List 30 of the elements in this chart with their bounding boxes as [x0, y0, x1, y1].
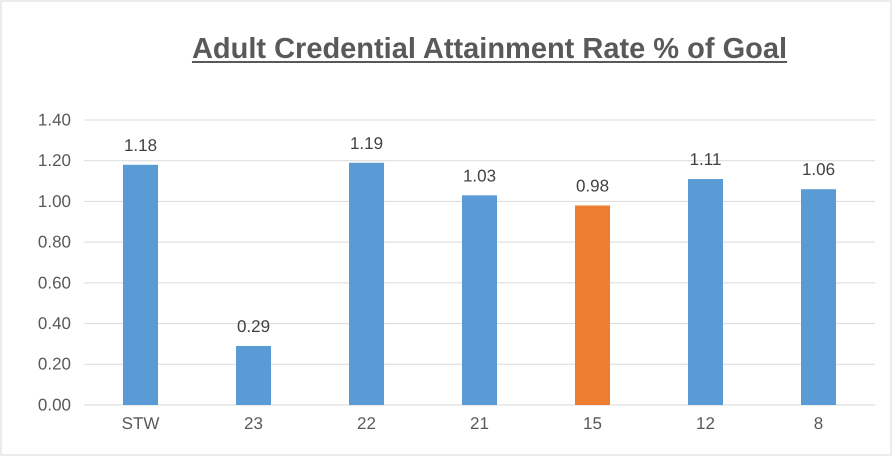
x-tick-label: 8 — [814, 414, 824, 434]
y-tick-label: 0.60 — [38, 273, 71, 292]
data-label: 1.18 — [124, 136, 158, 155]
bar — [688, 179, 724, 405]
bar — [574, 206, 610, 405]
y-tick-label: 1.20 — [38, 151, 71, 170]
y-tick-label: 1.00 — [38, 192, 71, 211]
data-label: 1.19 — [350, 134, 384, 153]
chart-title: Adult Credential Attainment Rate % of Goal — [192, 33, 788, 65]
bar — [800, 189, 836, 405]
data-label: 1.06 — [802, 160, 836, 180]
y-tick-label: 0.00 — [38, 395, 71, 414]
bar — [462, 195, 498, 405]
x-tick-label: 15 — [583, 414, 602, 434]
y-tick-label: 1.40 — [38, 110, 71, 130]
bar — [236, 346, 272, 405]
bar — [348, 162, 384, 405]
x-tick-label: 22 — [357, 414, 376, 434]
y-tick-label: 0.20 — [38, 354, 71, 374]
data-label: 0.98 — [576, 176, 610, 196]
data-label: 1.03 — [462, 166, 496, 186]
data-label: 0.29 — [236, 316, 270, 336]
x-tick-label: 21 — [470, 414, 489, 434]
x-tick-label: STW — [122, 414, 160, 434]
x-tick-label: 12 — [696, 414, 715, 434]
y-tick-label: 0.40 — [38, 314, 71, 334]
y-tick-label: 0.80 — [38, 232, 71, 252]
data-label: 1.11 — [690, 150, 722, 170]
bar — [122, 164, 158, 405]
x-tick-label: 23 — [244, 414, 263, 434]
